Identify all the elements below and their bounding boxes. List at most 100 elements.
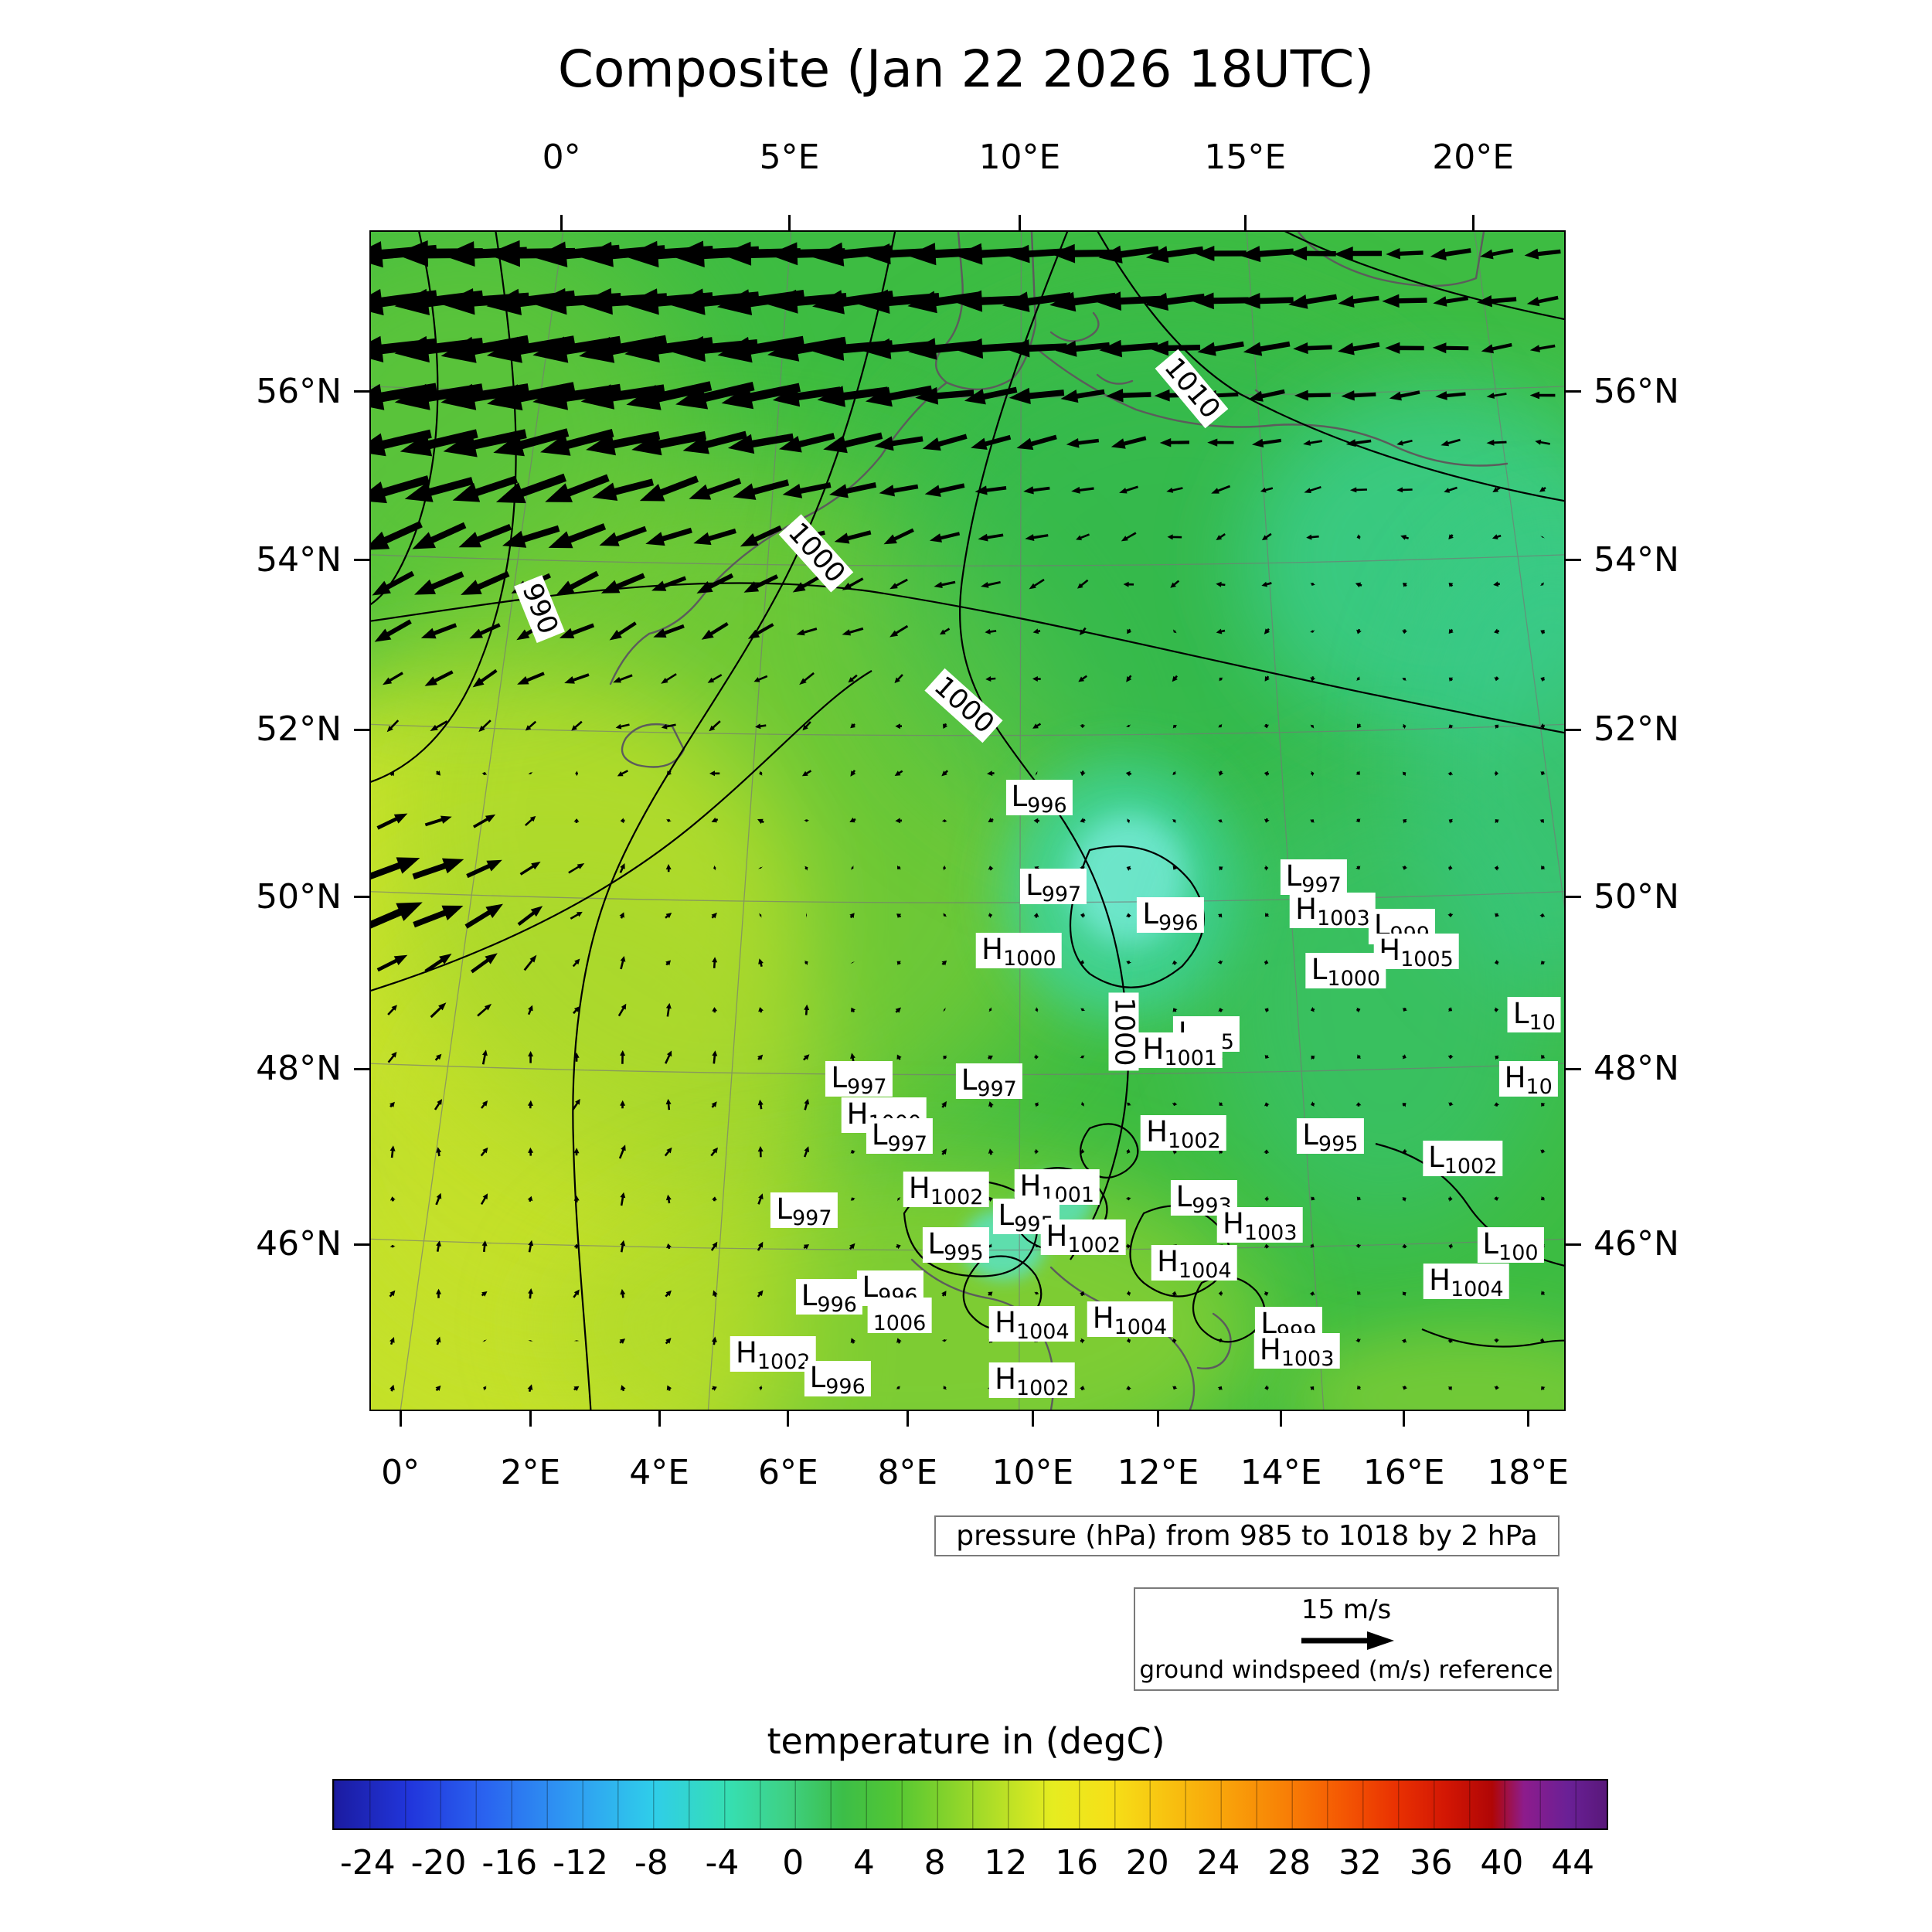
wind-vector-arrow xyxy=(772,386,842,407)
wind-vector-arrow xyxy=(941,770,948,777)
wind-vector-arrow xyxy=(670,288,760,315)
axis-tick-mark-left xyxy=(354,1243,369,1246)
wind-vector-arrow xyxy=(651,576,687,591)
wind-vector-arrow xyxy=(1252,438,1282,447)
wind-vector-arrow xyxy=(850,1053,855,1062)
wind-vector-arrow xyxy=(383,672,403,685)
wind-vector-arrow xyxy=(517,672,545,685)
wind-vector-arrow xyxy=(1029,578,1045,590)
wind-vector-arrow xyxy=(1486,393,1507,399)
wind-vector-arrow xyxy=(895,818,903,824)
wind-vector-arrow xyxy=(1219,1101,1223,1106)
axis-tick-mark-bottom xyxy=(906,1411,909,1427)
pressure-center-letter: L xyxy=(927,1226,944,1260)
pressure-center-letter: H xyxy=(995,1305,1016,1339)
wind-vector-arrow xyxy=(666,818,672,822)
wind-vector-arrow xyxy=(1385,342,1424,354)
wind-vector-arrow xyxy=(1306,534,1319,540)
wind-vector-arrow xyxy=(1126,675,1132,682)
axis-tick-label-left: 54°N xyxy=(256,539,342,580)
wind-vector-arrow xyxy=(1264,1243,1270,1249)
wind-vector-arrow xyxy=(1080,959,1085,965)
wind-vector-arrow xyxy=(1126,1386,1131,1390)
wind-vector-arrow xyxy=(922,434,968,451)
chart-title: Composite (Jan 22 2026 18UTC) xyxy=(557,39,1375,99)
wind-vector-arrow xyxy=(1529,344,1556,352)
pressure-center-letter: H xyxy=(1222,1206,1244,1240)
wind-vector-arrow xyxy=(517,906,543,926)
wind-vector-arrow xyxy=(1077,579,1089,589)
wind-vector-arrow xyxy=(1293,342,1332,355)
pressure-center-label: H10 xyxy=(1498,1060,1558,1097)
wind-vector-arrow xyxy=(1126,913,1131,918)
wind-vector-arrow xyxy=(988,1055,993,1060)
wind-vector-arrow xyxy=(573,1052,580,1062)
wind-vector-arrow xyxy=(1540,1338,1545,1343)
pressure-center-value: 1002 xyxy=(1444,1155,1498,1179)
wind-vector-arrow xyxy=(792,574,821,593)
wind-vector-arrow xyxy=(620,818,625,824)
wind-vector-arrow xyxy=(943,1385,947,1390)
wind-vector-arrow xyxy=(713,865,716,871)
pressure-center-letter: H xyxy=(1504,1060,1526,1094)
pressure-center-label: L1002 xyxy=(1423,1141,1503,1179)
axis-tick-label-bottom: 14°E xyxy=(1240,1453,1322,1492)
wind-vector-arrow xyxy=(1541,1291,1546,1295)
axis-tick-mark-top xyxy=(1243,215,1247,230)
pressure-center-value: 997 xyxy=(1301,873,1342,898)
wind-vector-arrow xyxy=(829,482,877,498)
wind-vector-arrow xyxy=(1098,245,1159,264)
wind-vector-arrow xyxy=(1218,1008,1224,1012)
wind-vector-arrow xyxy=(1127,628,1132,634)
wind-vector-arrow xyxy=(1494,628,1500,634)
wind-vector-arrow xyxy=(661,723,676,730)
axis-tick-mark-bottom xyxy=(1157,1411,1160,1427)
wind-vector-arrow xyxy=(619,912,624,919)
wind-vector-arrow xyxy=(988,913,993,918)
wind-vector-arrow xyxy=(528,1240,534,1253)
axis-tick-mark-bottom xyxy=(787,1411,790,1427)
axis-tick-mark-bottom xyxy=(1280,1411,1283,1427)
wind-vector-arrow xyxy=(1080,724,1086,729)
wind-vector-arrow xyxy=(954,243,1027,265)
wind-vector-arrow xyxy=(1219,677,1223,682)
wind-vector-arrow xyxy=(580,384,665,410)
wind-vector-arrow xyxy=(817,386,889,407)
wind-vector-arrow xyxy=(1097,291,1161,311)
wind-vector-arrow xyxy=(665,960,671,966)
pressure-center-value: 996 xyxy=(825,1375,866,1400)
wind-vector-arrow xyxy=(371,475,430,504)
wind-vector-arrow xyxy=(710,1147,718,1157)
wind-vector-arrow xyxy=(1448,583,1454,587)
wind-vector-arrow xyxy=(1035,1102,1039,1107)
wind-vector-arrow xyxy=(1541,865,1546,870)
wind-vector-arrow xyxy=(1481,342,1512,354)
wind-vector-arrow xyxy=(1264,865,1269,871)
wind-vector-arrow xyxy=(851,1007,856,1013)
wind-vector-arrow xyxy=(1148,340,1201,356)
contour-inline-label: 1000 xyxy=(924,668,1003,743)
wind-vector-arrow xyxy=(653,624,685,638)
colorbar-tick-label: 28 xyxy=(1267,1843,1311,1883)
wind-vector-arrow xyxy=(1159,438,1189,447)
wind-vector-arrow xyxy=(400,429,478,457)
pressure-center-label: L997 xyxy=(825,1060,893,1097)
wind-vector-arrow xyxy=(472,668,498,688)
pressure-center-value: 1006 xyxy=(872,1311,927,1336)
pressure-center-label: L995 xyxy=(1297,1118,1364,1155)
wind-vector-arrow xyxy=(1119,485,1138,494)
wind-vector-arrow xyxy=(1495,913,1500,917)
wind-vector-arrow xyxy=(1529,391,1556,400)
wind-vector-arrow xyxy=(804,961,808,966)
pressure-center-value: 1000 xyxy=(1327,966,1381,991)
wind-vector-arrow xyxy=(1356,628,1362,634)
wind-vector-arrow xyxy=(1493,581,1500,587)
wind-vector-arrow xyxy=(858,289,940,314)
axis-tick-mark-top xyxy=(1018,215,1021,230)
wind-vector-arrow xyxy=(985,628,997,634)
wind-vector-arrow xyxy=(906,243,982,266)
wind-vector-arrow xyxy=(1402,866,1408,870)
wind-vector-arrow xyxy=(842,627,864,636)
colorbar-tick-label: 32 xyxy=(1338,1843,1382,1883)
wind-vector-arrow xyxy=(941,1339,947,1342)
